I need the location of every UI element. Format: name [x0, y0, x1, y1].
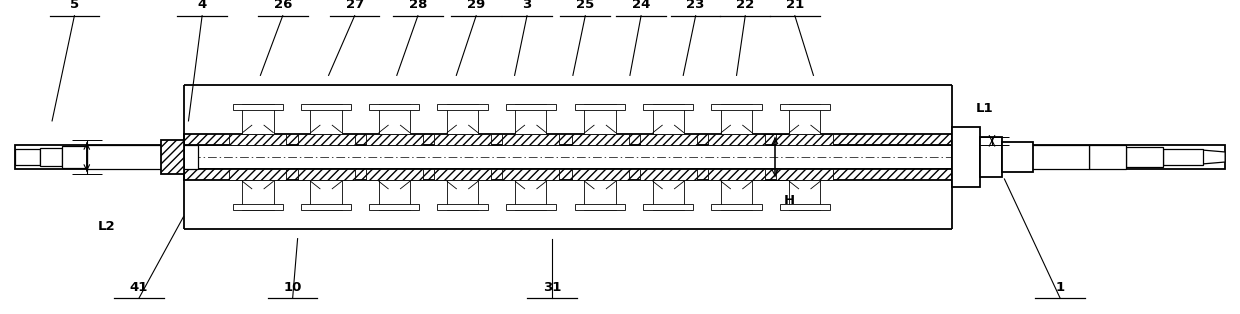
Bar	[301, 104, 351, 110]
Bar	[310, 180, 342, 210]
Bar	[708, 134, 765, 145]
Bar	[1002, 142, 1033, 172]
Bar	[502, 169, 559, 180]
Text: 29: 29	[467, 0, 485, 11]
Text: 5: 5	[69, 0, 79, 11]
Bar	[446, 104, 479, 134]
Text: 27: 27	[346, 0, 363, 11]
Bar	[1163, 149, 1203, 165]
Bar	[515, 104, 547, 134]
Bar	[640, 169, 697, 180]
Bar	[434, 169, 491, 180]
Bar	[712, 204, 761, 210]
Bar	[506, 204, 556, 210]
Text: 3: 3	[522, 0, 532, 11]
Bar	[962, 145, 1089, 169]
Bar	[720, 104, 753, 134]
Text: 24: 24	[632, 0, 650, 11]
Bar	[438, 104, 487, 110]
Bar	[584, 180, 616, 210]
Bar	[242, 180, 274, 210]
Bar	[184, 169, 952, 180]
Bar	[776, 134, 833, 145]
Bar	[242, 104, 274, 134]
Text: H: H	[784, 194, 795, 208]
Bar	[1126, 147, 1163, 167]
Bar	[712, 104, 761, 110]
Bar	[161, 140, 184, 174]
Bar	[640, 134, 697, 145]
Bar	[780, 104, 830, 110]
Bar	[298, 134, 355, 145]
Bar	[366, 169, 423, 180]
Bar	[366, 134, 423, 145]
Bar	[644, 104, 693, 110]
Text: 41: 41	[130, 281, 148, 294]
Text: 1: 1	[1055, 281, 1065, 294]
Bar	[370, 104, 419, 110]
Bar	[789, 180, 821, 210]
Bar	[652, 104, 684, 134]
Text: 21: 21	[786, 0, 804, 11]
Text: L1: L1	[976, 102, 993, 115]
Bar	[515, 180, 547, 210]
Bar	[310, 104, 342, 134]
Bar	[776, 169, 833, 180]
Text: 26: 26	[274, 0, 291, 11]
Bar	[184, 134, 952, 145]
Text: 22: 22	[737, 0, 754, 11]
Bar	[572, 134, 629, 145]
Bar	[15, 149, 40, 165]
Bar	[446, 180, 479, 210]
Bar	[980, 137, 1002, 177]
Bar	[40, 148, 62, 166]
Text: 10: 10	[284, 281, 301, 294]
Bar	[952, 127, 980, 187]
Bar	[1089, 145, 1126, 169]
Bar	[575, 204, 625, 210]
Text: 28: 28	[409, 0, 427, 11]
Bar	[644, 204, 693, 210]
Bar	[575, 104, 625, 110]
Bar	[62, 146, 87, 168]
Bar	[584, 104, 616, 134]
Bar	[720, 180, 753, 210]
Bar	[229, 169, 286, 180]
Bar	[87, 145, 198, 169]
Bar	[233, 104, 283, 110]
Bar	[434, 134, 491, 145]
Bar	[652, 180, 684, 210]
Text: 4: 4	[197, 0, 207, 11]
Bar	[229, 134, 286, 145]
Bar	[502, 134, 559, 145]
Bar	[298, 169, 355, 180]
Bar	[780, 204, 830, 210]
Bar	[789, 104, 821, 134]
Bar	[708, 169, 765, 180]
Text: 25: 25	[577, 0, 594, 11]
Bar	[378, 180, 410, 210]
Bar	[438, 204, 487, 210]
Bar	[506, 104, 556, 110]
Bar	[233, 204, 283, 210]
Text: 23: 23	[687, 0, 704, 11]
Bar	[370, 204, 419, 210]
Polygon shape	[1203, 150, 1225, 164]
Bar	[15, 145, 1225, 169]
Text: L2: L2	[98, 219, 115, 233]
Bar	[572, 169, 629, 180]
Bar	[301, 204, 351, 210]
Text: 31: 31	[543, 281, 560, 294]
Bar	[378, 104, 410, 134]
